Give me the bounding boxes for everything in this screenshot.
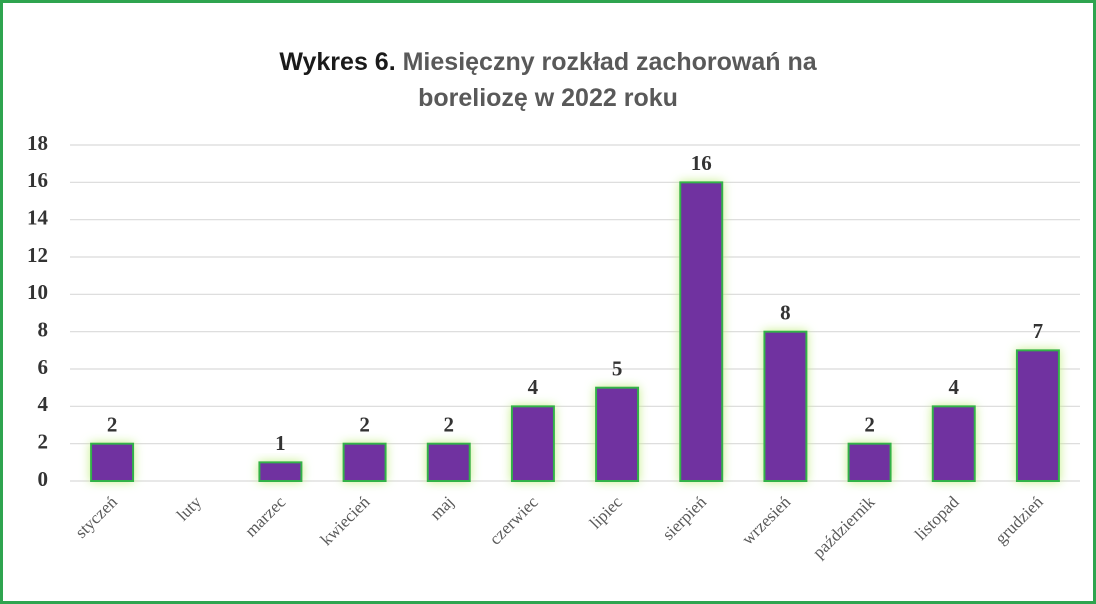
data-label: 8 — [780, 300, 791, 324]
data-label: 16 — [691, 151, 712, 175]
bar — [931, 405, 976, 483]
y-tick-label: 14 — [27, 205, 49, 229]
data-label: 4 — [528, 375, 539, 399]
title-line: Miesięczny rozkład zachorowań na — [403, 48, 818, 76]
data-label: 7 — [1033, 319, 1044, 343]
bar — [426, 442, 471, 482]
data-label: 4 — [949, 375, 960, 399]
bar — [258, 461, 303, 483]
y-tick-label: 0 — [38, 467, 49, 491]
data-label: 2 — [359, 412, 370, 436]
bar — [595, 386, 640, 482]
bar — [342, 442, 387, 482]
y-tick-label: 8 — [38, 317, 49, 341]
data-label: 2 — [107, 412, 118, 436]
y-tick-label: 16 — [27, 168, 48, 192]
data-label: 5 — [612, 356, 623, 380]
bar — [1015, 349, 1060, 483]
data-label: 2 — [444, 412, 455, 436]
y-tick-label: 12 — [27, 243, 48, 267]
y-tick-label: 6 — [38, 355, 49, 379]
title-prefix: Wykres 6. — [279, 48, 395, 76]
y-tick-label: 2 — [38, 429, 49, 453]
bar — [763, 330, 808, 482]
title-line: boreliozę w 2022 roku — [418, 84, 678, 112]
chart-title: Wykres 6. Miesięczny rozkład zachorowań … — [279, 48, 817, 76]
y-tick-label: 4 — [38, 392, 49, 416]
data-label: 2 — [864, 412, 875, 436]
bar — [847, 442, 892, 482]
bar — [679, 181, 724, 482]
y-tick-label: 10 — [27, 280, 48, 304]
y-tick-label: 18 — [27, 131, 48, 155]
bar — [90, 442, 135, 482]
bar — [510, 405, 555, 483]
data-label: 1 — [275, 431, 286, 455]
